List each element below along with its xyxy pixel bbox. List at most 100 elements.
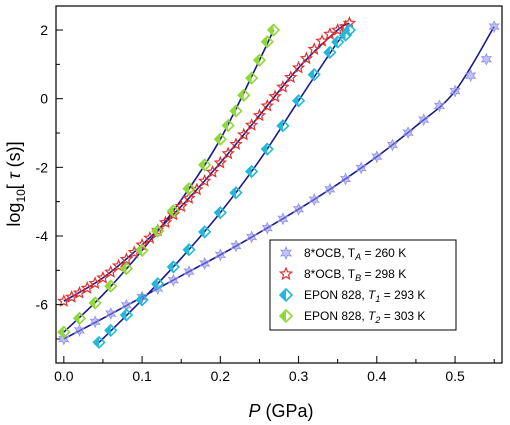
legend-marker-series-2 [278, 266, 294, 281]
data-point-series-1 [433, 99, 446, 113]
data-point-series-1 [89, 315, 101, 329]
data-point-series-3-half [230, 187, 236, 199]
data-point-series-3-half [340, 29, 346, 41]
data-point-series-4-half [89, 297, 96, 309]
data-point-series-2 [276, 79, 290, 93]
data-point-series-2 [182, 191, 196, 204]
y-axis-variable: τ [4, 171, 24, 179]
legend-label-value: = 260 K [361, 246, 406, 260]
legend-marker-series-4-half [280, 310, 286, 322]
data-point-series-2 [64, 290, 79, 303]
x-axis-unit: (GPa) [266, 401, 314, 421]
x-tick-label: 0.4 [367, 368, 387, 384]
legend-marker-series-1 [279, 246, 293, 260]
data-point-series-4-half [136, 244, 143, 256]
data-point-series-2 [104, 264, 118, 278]
data-point-series-1 [449, 84, 461, 98]
legend-label-series-3: EPON 828, T1 = 293 K [304, 288, 425, 304]
x-tick-label: 0.5 [445, 368, 465, 384]
data-point-series-2 [330, 22, 345, 36]
data-point-series-4-half [199, 159, 205, 171]
data-point-series-1 [339, 172, 352, 186]
y-tick-label: -2 [36, 159, 49, 175]
data-point-series-1 [488, 20, 500, 34]
data-point-series-4-half [230, 105, 236, 117]
data-point-series-1 [73, 323, 86, 337]
data-point-series-3-half [332, 36, 338, 48]
x-tick-label: 0.2 [211, 368, 231, 384]
data-point-series-1 [465, 69, 477, 83]
fit-line-series-4 [63, 29, 275, 333]
legend-label-value: = 293 K [380, 288, 425, 302]
data-point-series-2 [213, 155, 228, 169]
data-point-series-1 [355, 161, 367, 175]
data-point-series-3-half [246, 165, 252, 177]
data-point-series-2 [88, 276, 102, 290]
data-point-series-2 [72, 285, 87, 299]
data-point-series-1 [324, 182, 336, 196]
data-point-series-2 [221, 146, 235, 160]
data-point-series-2 [260, 98, 274, 112]
data-point-series-1 [277, 212, 289, 226]
data-point-series-3-half [167, 261, 174, 273]
data-point-series-4-half [261, 36, 268, 48]
x-tick-label: 0.0 [54, 368, 74, 384]
data-point-series-1 [480, 52, 492, 66]
y-tick-label: -4 [36, 228, 49, 244]
data-point-series-3-half [136, 294, 143, 306]
data-point-series-3-half [105, 324, 111, 336]
x-tick-label: 0.1 [132, 368, 152, 384]
legend-label-value: = 298 K [361, 267, 406, 281]
data-point-series-4-half [120, 263, 127, 275]
data-point-series-2 [158, 215, 173, 229]
data-point-series-2 [197, 174, 212, 187]
data-point-series-2 [252, 108, 267, 122]
data-point-series-4-half [73, 312, 80, 324]
data-point-series-1 [245, 230, 258, 244]
data-point-series-4-half [183, 183, 190, 195]
data-point-series-2 [229, 137, 243, 151]
data-markers [57, 16, 500, 350]
data-point-series-1 [167, 273, 179, 287]
data-point-series-3-half [324, 46, 330, 58]
legend-label-series-2: 8*OCB, TB = 298 K [304, 267, 406, 283]
y-axis-log: log [4, 203, 24, 227]
data-point-series-2 [284, 70, 298, 84]
legend-label-var: T [368, 309, 377, 323]
data-point-series-4-half [152, 225, 158, 237]
data-point-series-4-half [238, 89, 244, 101]
y-tick-label: 2 [40, 22, 48, 38]
legend-label-subscript: A [354, 252, 361, 262]
legend-label-subscript: B [355, 273, 361, 283]
data-point-series-1 [105, 307, 117, 321]
data-point-series-4-half [105, 280, 111, 292]
data-point-series-3-half [183, 244, 190, 256]
data-point-series-4-half [246, 72, 252, 84]
data-point-series-3-half [308, 69, 315, 81]
data-point-series-2 [244, 118, 259, 131]
data-point-series-3-half [214, 207, 221, 219]
data-point-series-3-half [277, 120, 283, 132]
data-point-series-2 [291, 60, 306, 74]
x-axis-title: P (GPa) [248, 401, 313, 421]
legend-label-text: EPON 828, [304, 288, 368, 302]
data-point-series-3-half [120, 309, 127, 321]
data-point-series-2 [299, 51, 314, 65]
data-point-series-2 [174, 199, 188, 213]
data-point-series-4-half [214, 133, 221, 145]
data-point-series-2 [323, 27, 337, 40]
axes: 0.0 0.1 0.2 0.3 0.4 0.5 -6 -4 -2 0 2 [36, 22, 495, 384]
x-tick-label: 0.3 [289, 368, 309, 384]
data-point-series-2 [80, 281, 95, 294]
legend-label-series-4: EPON 828, T2 = 303 K [304, 309, 425, 325]
data-point-series-2 [205, 165, 220, 178]
data-point-series-1 [402, 126, 414, 140]
data-point-series-1 [183, 265, 195, 279]
data-point-series-2 [96, 270, 110, 284]
data-point-series-2 [57, 294, 71, 307]
legend-label-subscript: 1 [375, 294, 380, 304]
plot-frame [55, 5, 503, 364]
data-point-series-1 [230, 239, 242, 253]
